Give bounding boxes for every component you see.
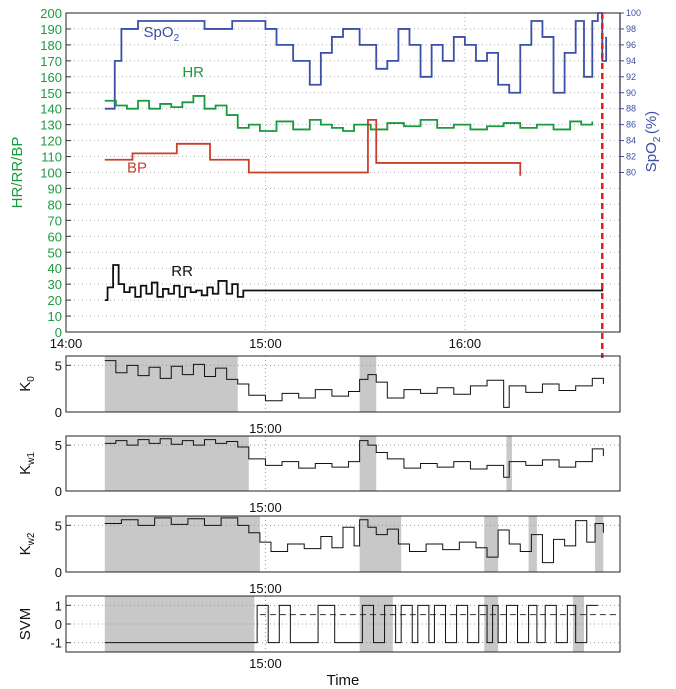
series-label-spo2-text: SpO2 (144, 24, 180, 44)
panel-svm-ylabel-text: SVM (17, 608, 34, 641)
y-tick-label: 0 (55, 484, 62, 499)
y-tick-label: 5 (55, 438, 62, 453)
series-rr-line (104, 264, 604, 301)
y-tick-label: 100 (40, 166, 62, 181)
y-tick-label: 120 (40, 134, 62, 149)
y-tick-label: 200 (40, 6, 62, 21)
y-tick-label: -1 (50, 636, 62, 651)
panel-kw1-frame (65, 435, 621, 492)
shaded-region (104, 356, 238, 412)
panel-kw2-line (104, 517, 604, 564)
y2-tick-label: 82 (626, 152, 636, 162)
y2-axis-label-text: SpO2 (643, 136, 663, 172)
y-tick-label: 70 (48, 213, 62, 228)
panel-k0-ylabel-text: K0 (17, 376, 37, 392)
shaded-region (359, 516, 402, 572)
shaded-region (104, 596, 255, 652)
panel-k0-line (104, 360, 604, 408)
y2-tick-label: 86 (626, 120, 636, 130)
y-tick-label: 1 (55, 598, 62, 613)
y-tick-label: 110 (41, 150, 62, 165)
panel-k0-frame (65, 355, 621, 413)
x-tick-label: 15:00 (249, 656, 282, 671)
y-tick-label: 140 (40, 102, 62, 117)
panel-svm-frame (65, 595, 621, 653)
y-axis-label-text: HR/RR/BP (9, 137, 26, 209)
panel-svm-ylabel: SVM (17, 608, 34, 641)
series-bp-line (104, 118, 522, 176)
panel-k0-ylabel: K0 (17, 376, 37, 392)
panel-kw2-ylabel-text: Kw2 (17, 532, 37, 555)
series-hr-line (104, 95, 594, 132)
y2-tick-label: 88 (626, 104, 636, 114)
panel-kw1-ylabel: Kw1 (17, 452, 37, 475)
panel-kw1-ylabel-text: Kw1 (17, 452, 37, 475)
y2-tick-label: 100 (626, 8, 641, 18)
y-tick-label: 0 (55, 325, 62, 340)
y2-tick-label: 90 (626, 88, 636, 98)
y-tick-label: 80 (48, 197, 62, 212)
y-tick-label: 5 (55, 358, 62, 373)
y-tick-label: 30 (48, 277, 62, 292)
x-tick-label: 15:00 (249, 581, 282, 596)
y2-tick-label: 96 (626, 40, 636, 50)
y-tick-label: 0 (55, 405, 62, 420)
x-axis-label: Time (327, 672, 360, 689)
y-tick-label: 90 (48, 181, 62, 196)
y-tick-label: 130 (40, 118, 62, 133)
shaded-region (484, 516, 499, 572)
y2-axis-unit-text: (%) (643, 111, 660, 134)
panel-kw2-frame (65, 515, 621, 573)
x-tick-label: 15:00 (249, 500, 282, 515)
y2-axis-label: SpO2 (643, 136, 663, 172)
y-tick-label: 0 (55, 565, 62, 580)
x-tick-label: 15:00 (249, 421, 282, 436)
shaded-region (528, 516, 537, 572)
series-label-rr: RR (171, 263, 193, 280)
series-spo2-line (104, 12, 608, 110)
y-axis-label: HR/RR/BP (9, 137, 26, 209)
y-tick-label: 180 (40, 38, 62, 53)
y-tick-label: 190 (40, 22, 62, 37)
panel-kw1-line (104, 438, 604, 478)
y-tick-label: 60 (48, 229, 62, 244)
y2-tick-label: 92 (626, 72, 636, 82)
y-tick-label: 150 (40, 86, 62, 101)
x-tick-label: 16:00 (449, 336, 482, 351)
panel-kw2-ylabel: Kw2 (17, 532, 37, 555)
shaded-region (359, 596, 393, 652)
y2-tick-label: 84 (626, 136, 636, 146)
y-tick-label: 20 (48, 293, 62, 308)
panel-svm-line (104, 604, 598, 644)
y2-tick-label: 98 (626, 24, 636, 34)
x-tick-label: 15:00 (249, 336, 282, 351)
shaded-region (359, 356, 377, 412)
y-tick-label: 40 (48, 261, 62, 276)
y-tick-label: 5 (55, 518, 62, 533)
y-tick-label: 10 (48, 309, 62, 324)
y-tick-label: 160 (40, 70, 62, 85)
shaded-region (595, 516, 604, 572)
y-tick-label: 50 (48, 245, 62, 260)
y-tick-label: 0 (55, 617, 62, 632)
vitals-frame (65, 12, 621, 333)
y2-tick-label: 94 (626, 56, 636, 66)
series-label-bp: BP (127, 160, 147, 177)
y-tick-label: 170 (40, 54, 62, 69)
series-label-spo2: SpO2 (144, 24, 180, 44)
series-label-hr: HR (182, 64, 204, 81)
shaded-region (359, 436, 377, 491)
y2-axis-unit: (%) (643, 111, 660, 134)
x-tick-label: 14:00 (50, 336, 83, 351)
shaded-region (484, 596, 499, 652)
y2-tick-label: 80 (626, 168, 636, 178)
